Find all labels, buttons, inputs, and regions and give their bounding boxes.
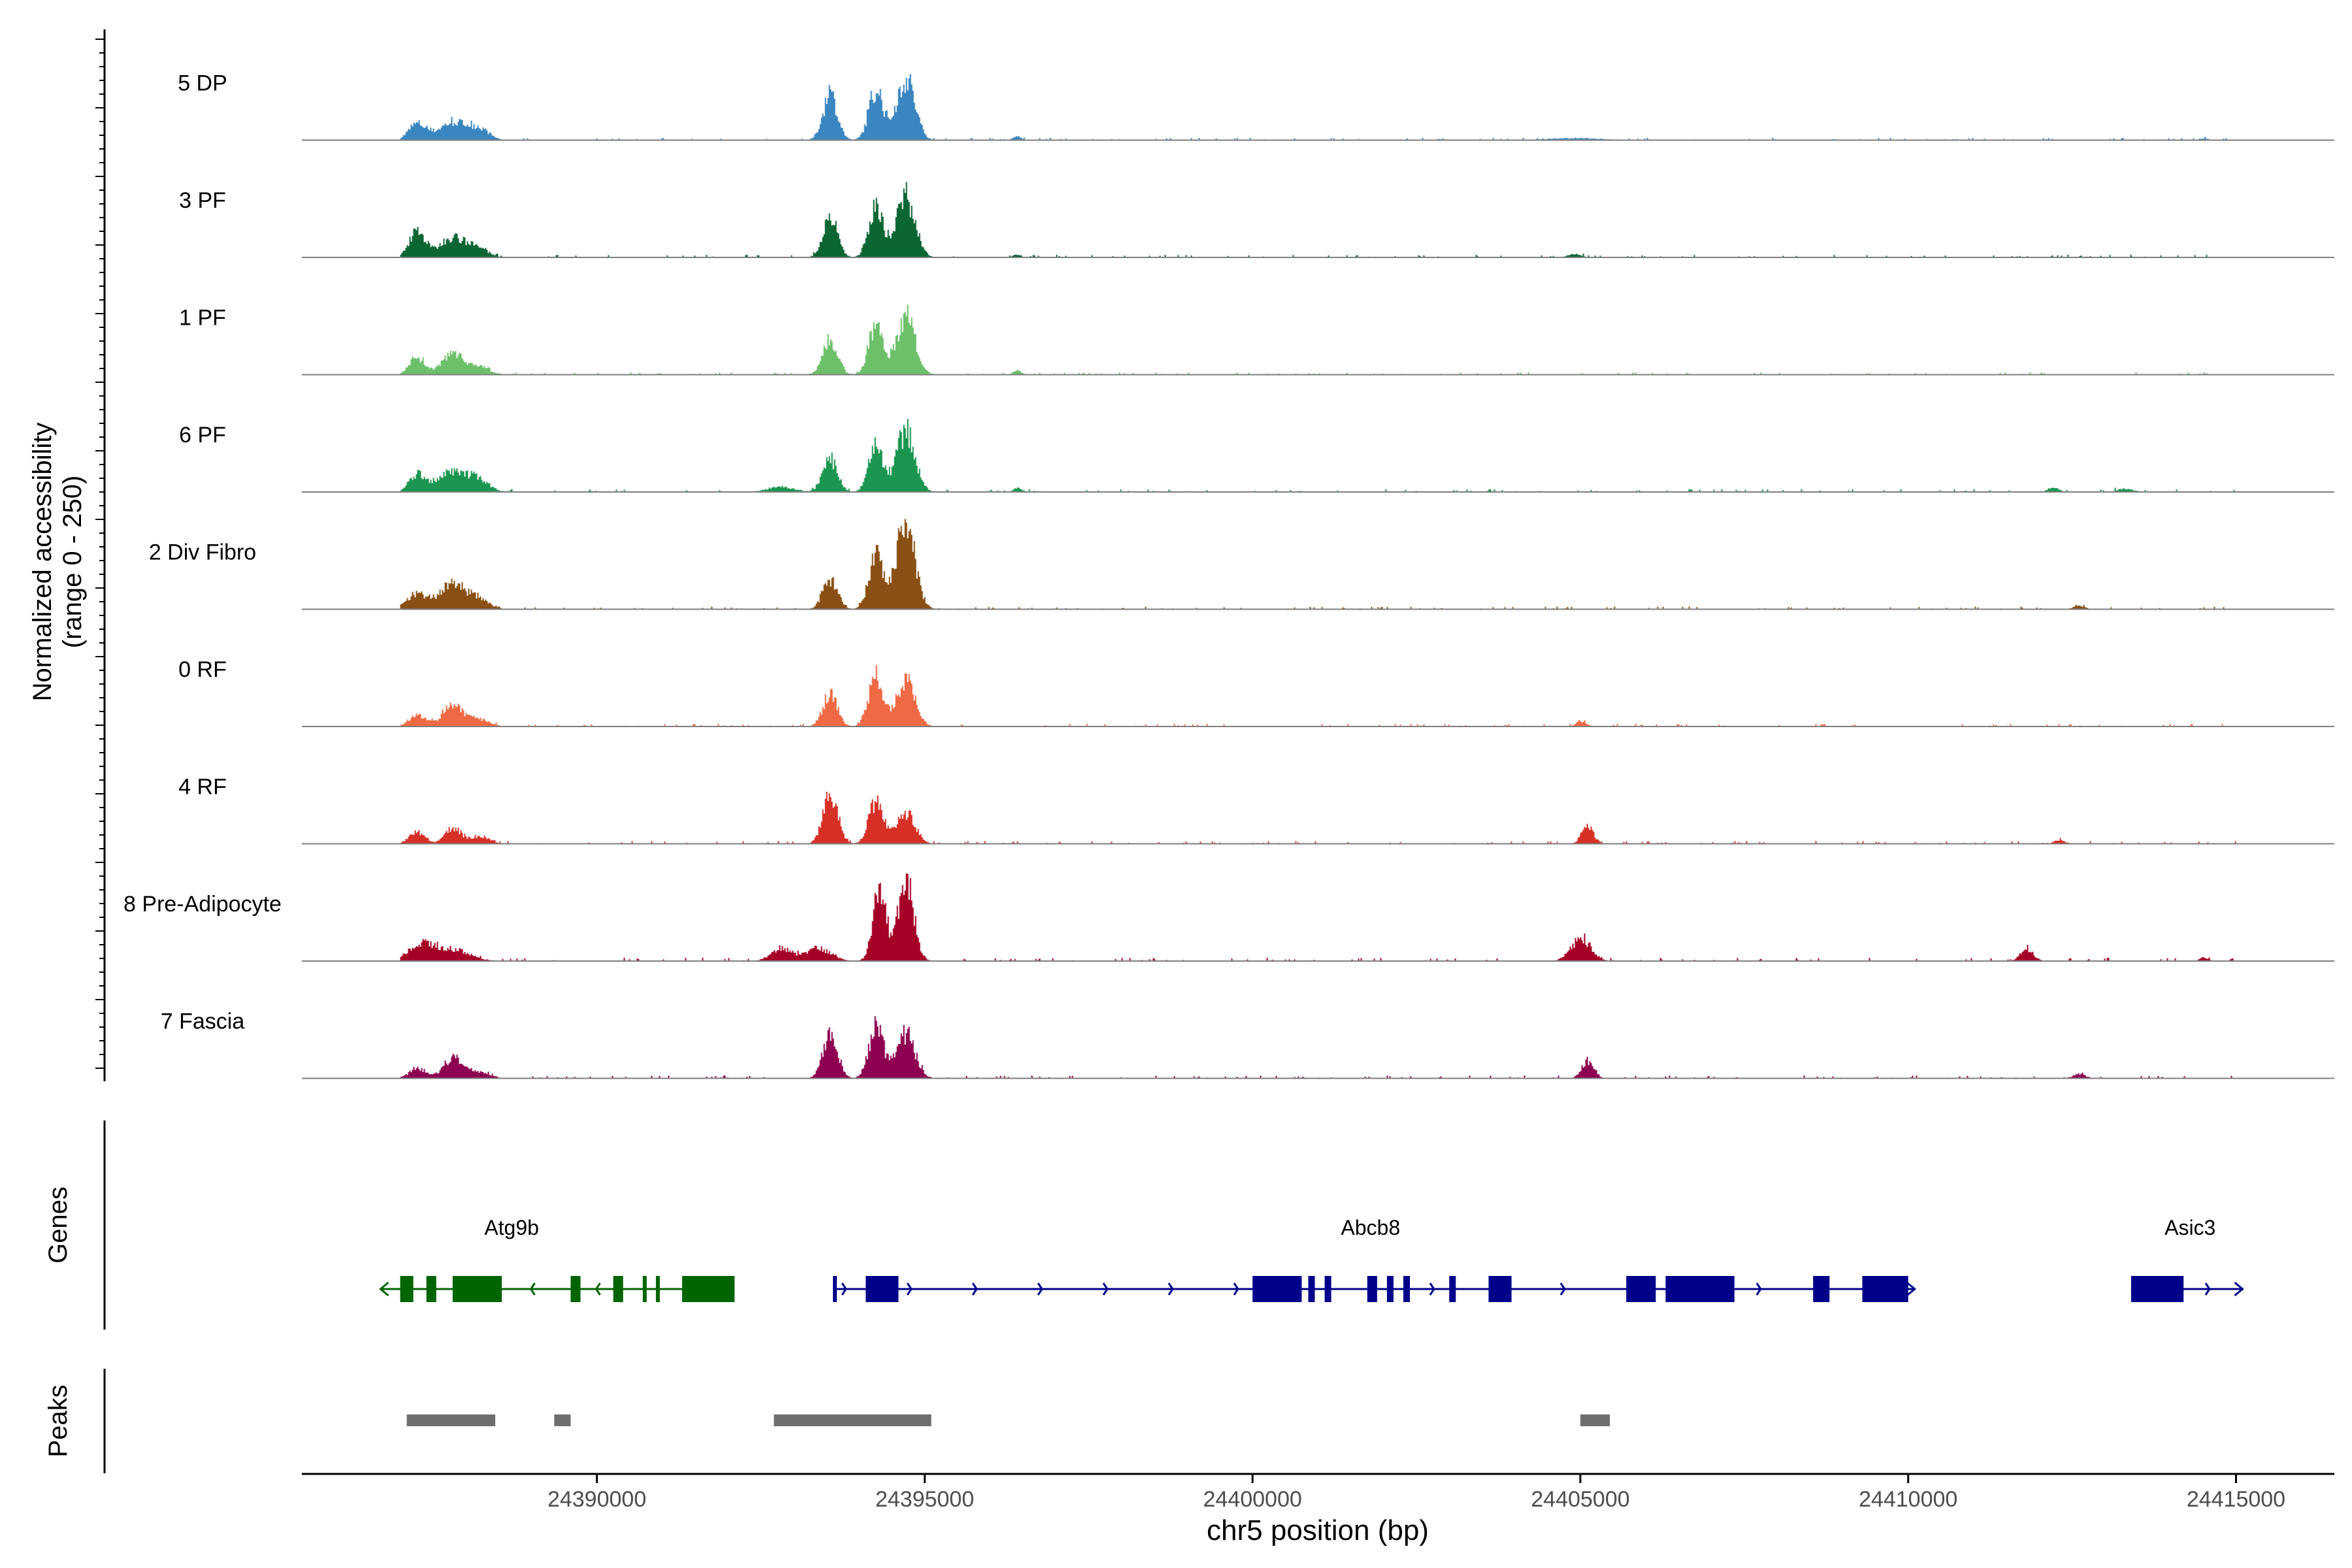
peak-region — [774, 1414, 932, 1426]
gene-exon — [426, 1276, 436, 1302]
track-label: 7 Fascia — [161, 1009, 245, 1034]
strand-chevron — [1037, 1282, 1043, 1296]
track-label: 8 Pre-Adipocyte — [123, 892, 282, 917]
gene-exon — [452, 1276, 502, 1302]
strand-chevron — [1102, 1282, 1109, 1296]
track-label: 2 Div Fibro — [149, 540, 256, 565]
gene-exon — [832, 1276, 837, 1302]
gene-exon — [1626, 1276, 1656, 1302]
track-5-dp: 5 DP — [178, 71, 2334, 141]
x-tick-label: 24410000 — [1859, 1487, 1957, 1512]
gene-exon — [1665, 1276, 1735, 1302]
strand-chevron — [972, 1282, 978, 1296]
gene-exon — [1449, 1276, 1456, 1302]
gene-annotations: Atg9b Abcb8 Asic3 — [379, 1216, 2244, 1302]
gene-label: Abcb8 — [1341, 1216, 1400, 1239]
gene-exon — [570, 1276, 581, 1302]
track-8-pre-adipocyte: 8 Pre-Adipocyte — [123, 873, 2334, 962]
strand-chevron — [1560, 1282, 1566, 1296]
gene-exon — [1308, 1276, 1315, 1302]
strand-chevron — [1168, 1282, 1174, 1296]
y-axis-label-line1: Normalized accessibility — [28, 423, 57, 702]
gene-exon — [400, 1276, 414, 1302]
gene-exon — [1386, 1276, 1394, 1302]
gene-exon — [1324, 1276, 1331, 1302]
gene-asic3: Asic3 — [2131, 1216, 2244, 1302]
strand-chevron — [841, 1282, 847, 1296]
genes-panel-label: Genes — [44, 1186, 73, 1264]
gene-exon — [1488, 1276, 1512, 1302]
track-0-rf: 0 RF — [178, 657, 2334, 727]
y-axis-label-line2: (range 0 - 250) — [58, 476, 87, 649]
peak-region — [1580, 1414, 1610, 1426]
x-tick-label: 24390000 — [547, 1487, 646, 1512]
track-2-div-fibro: 2 Div Fibro — [149, 519, 2334, 610]
track-label: 4 RF — [178, 775, 227, 800]
gene-exon — [1252, 1276, 1302, 1302]
coverage-y-axis-ticks — [95, 39, 105, 1069]
track-label: 0 RF — [178, 657, 227, 682]
x-axis-ticks: 24390000 24395000 24400000 24405000 24410000… — [547, 1474, 2285, 1512]
track-label: 5 DP — [178, 71, 227, 96]
strand-chevron — [906, 1282, 913, 1296]
peaks-panel-label: Peaks — [44, 1384, 73, 1457]
track-4-rf: 4 RF — [178, 775, 2334, 845]
x-tick-label: 24415000 — [2187, 1487, 2285, 1512]
peak-region — [554, 1414, 571, 1426]
gene-abcb8: Abcb8 — [832, 1216, 1917, 1302]
gene-exon — [682, 1276, 735, 1302]
gene-label: Asic3 — [2164, 1216, 2215, 1239]
x-tick-label: 24405000 — [1531, 1487, 1629, 1512]
gene-exon — [1367, 1276, 1377, 1302]
coverage-tracks: 5 DP 3 PF 1 PF 6 PF 2 Div Fibro 0 RF 4 RF 8 Pre… — [123, 71, 2334, 1079]
gene-exon — [655, 1276, 660, 1302]
strand-chevron — [1233, 1282, 1239, 1296]
strand-chevron — [1756, 1282, 1762, 1296]
gene-exon — [1403, 1276, 1410, 1302]
strand-chevron — [529, 1282, 536, 1296]
track-1-pf: 1 PF — [179, 304, 2334, 376]
gene-exon — [2131, 1276, 2184, 1302]
gene-label: Atg9b — [484, 1216, 539, 1239]
gene-exon — [613, 1276, 623, 1302]
track-label: 3 PF — [179, 188, 226, 213]
strand-chevron — [595, 1282, 601, 1296]
gene-atg9b: Atg9b — [379, 1216, 735, 1302]
x-tick-label: 24400000 — [1203, 1487, 1302, 1512]
peak-regions — [406, 1414, 1610, 1426]
gene-exon — [1813, 1276, 1830, 1302]
track-3-pf: 3 PF — [179, 182, 2334, 258]
x-tick-label: 24395000 — [875, 1487, 974, 1512]
track-6-pf: 6 PF — [179, 419, 2334, 493]
strand-chevron — [2204, 1282, 2211, 1296]
x-axis-label: chr5 position (bp) — [1207, 1514, 1429, 1546]
track-7-fascia: 7 Fascia — [161, 1009, 2334, 1079]
strand-chevron — [1429, 1282, 1435, 1296]
track-label: 1 PF — [179, 306, 226, 331]
gene-exon — [866, 1276, 899, 1302]
peak-region — [406, 1414, 496, 1426]
gene-exon — [642, 1276, 647, 1302]
gene-exon — [1862, 1276, 1908, 1302]
track-label: 6 PF — [179, 423, 226, 448]
